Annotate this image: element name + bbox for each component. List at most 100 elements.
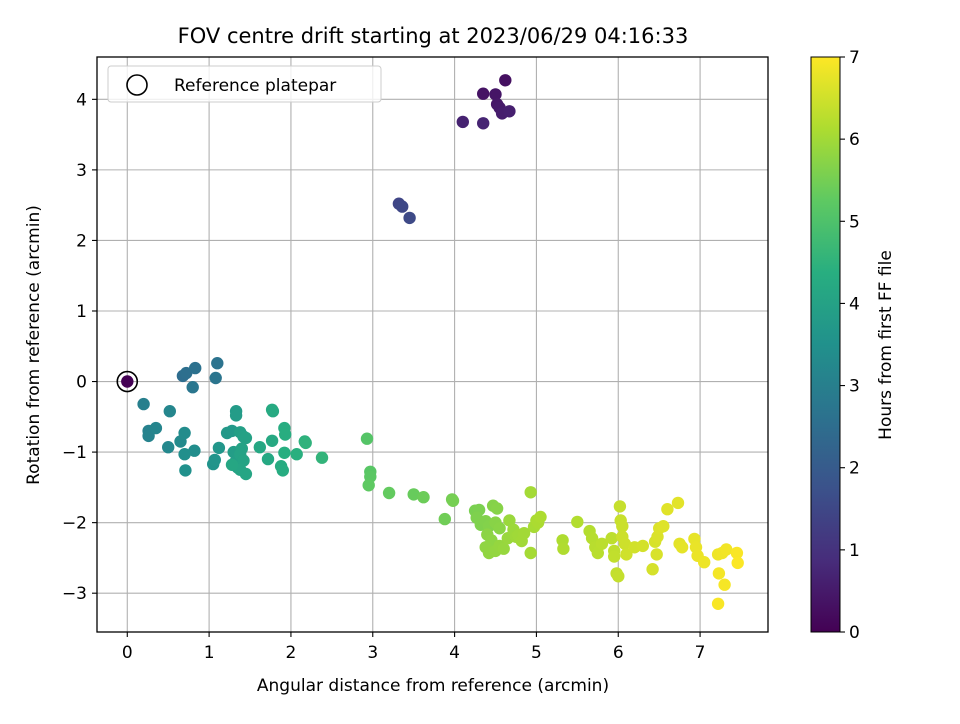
data-point xyxy=(497,542,510,555)
colorbar-ticks: 0 1 2 3 4 5 6 7 xyxy=(840,48,860,643)
data-point xyxy=(671,496,685,510)
data-point xyxy=(299,436,312,450)
legend: Reference platepar xyxy=(107,65,382,103)
data-point xyxy=(208,453,221,467)
chart-title: FOV centre drift starting at 2023/06/29 … xyxy=(178,24,689,48)
data-point xyxy=(239,431,253,445)
data-point xyxy=(571,515,584,529)
x-tick-label: 7 xyxy=(695,643,706,663)
data-point xyxy=(179,464,192,477)
y-tick-label: −2 xyxy=(62,514,87,534)
colorbar-label: Hours from first FF file xyxy=(876,250,896,440)
data-point xyxy=(698,556,711,569)
data-point xyxy=(279,428,292,441)
legend-box xyxy=(107,65,382,103)
data-point xyxy=(720,543,733,556)
data-point xyxy=(278,446,291,459)
data-point xyxy=(360,432,374,445)
colorbar-gradient xyxy=(810,56,841,633)
data-point xyxy=(209,371,222,385)
x-tick-label: 4 xyxy=(449,643,460,663)
data-point xyxy=(534,510,547,524)
data-point xyxy=(225,458,239,471)
data-point xyxy=(403,211,416,225)
x-tick-label: 3 xyxy=(367,643,378,663)
data-point xyxy=(290,448,303,461)
data-point xyxy=(489,88,502,101)
data-point xyxy=(612,570,625,583)
data-point xyxy=(730,546,744,560)
data-point xyxy=(557,542,570,555)
y-tick-label: 2 xyxy=(76,231,87,251)
data-point xyxy=(162,441,175,454)
data-point xyxy=(212,441,226,455)
y-tick-label: −3 xyxy=(62,584,87,604)
x-tick-label: 5 xyxy=(531,643,542,663)
data-point xyxy=(616,520,629,533)
data-point xyxy=(211,357,224,370)
y-tick-label: 3 xyxy=(76,161,87,181)
data-point xyxy=(675,541,689,554)
x-tick-label: 0 xyxy=(122,643,133,663)
legend-label: Reference platepar xyxy=(174,76,336,96)
data-point xyxy=(605,532,618,545)
x-tick-label: 2 xyxy=(286,643,297,663)
data-point xyxy=(524,546,537,560)
colorbar-tick-label: 5 xyxy=(849,212,860,232)
data-point xyxy=(446,494,460,507)
data-point xyxy=(731,556,744,570)
data-point xyxy=(650,548,663,561)
colorbar-tick-label: 0 xyxy=(849,623,860,643)
data-point xyxy=(477,117,490,130)
data-point xyxy=(517,527,531,540)
data-point xyxy=(178,426,191,440)
data-point xyxy=(718,578,731,591)
colorbar-tick-label: 1 xyxy=(849,541,860,561)
x-tick-label: 1 xyxy=(204,643,215,663)
y-tick-label: 4 xyxy=(76,90,87,110)
data-point xyxy=(261,452,275,466)
data-point xyxy=(712,567,726,580)
grid xyxy=(97,57,768,632)
reference-platepar-marker xyxy=(116,370,139,393)
data-point xyxy=(265,434,279,447)
data-point xyxy=(618,537,631,550)
plot-frame xyxy=(96,56,769,633)
y-axis-label: Rotation from reference (arcmin) xyxy=(24,205,44,485)
y-tick-label: 1 xyxy=(76,302,87,322)
y-tick-label: 0 xyxy=(76,373,87,393)
legend-marker-icon xyxy=(126,74,148,96)
data-point xyxy=(620,548,633,561)
data-point xyxy=(417,491,430,504)
data-point xyxy=(149,421,163,435)
data-point xyxy=(524,486,537,499)
colorbar-tick-label: 7 xyxy=(849,48,860,68)
data-point xyxy=(315,451,329,464)
x-tick-label: 6 xyxy=(613,643,624,663)
y-tick-label: −1 xyxy=(62,443,87,463)
colorbar-tick-label: 2 xyxy=(849,459,860,479)
colorbar-tick-label: 4 xyxy=(849,294,860,314)
data-point xyxy=(178,448,191,461)
data-point xyxy=(613,500,627,513)
data-point xyxy=(362,479,375,492)
data-point xyxy=(188,444,201,457)
data-point xyxy=(253,441,266,454)
data-point xyxy=(229,409,243,422)
data-point xyxy=(142,429,155,443)
data-point xyxy=(121,375,134,388)
data-point xyxy=(276,464,289,477)
x-axis-label: Angular distance from reference (arcmin) xyxy=(257,676,609,696)
data-point xyxy=(657,520,670,533)
data-point xyxy=(137,397,150,411)
data-point xyxy=(265,403,279,416)
scatter-points xyxy=(121,74,744,610)
data-point xyxy=(382,486,396,500)
colorbar-tick-label: 6 xyxy=(849,130,860,150)
data-point xyxy=(711,597,725,610)
data-point xyxy=(239,467,253,481)
axes: 0 1 2 3 4 5 6 7 −3 −2 −1 0 1 2 3 4 xyxy=(62,90,706,663)
data-point xyxy=(608,550,621,563)
data-point xyxy=(456,115,469,129)
